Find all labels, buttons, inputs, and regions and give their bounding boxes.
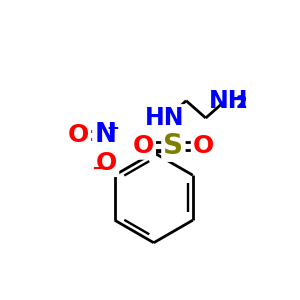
Text: O: O	[193, 134, 214, 158]
Text: NH: NH	[209, 89, 249, 113]
Text: N: N	[94, 122, 116, 148]
Text: +: +	[106, 121, 119, 136]
Text: 2: 2	[236, 94, 247, 112]
Text: O: O	[133, 134, 154, 158]
Text: −: −	[91, 160, 106, 178]
Text: O: O	[96, 151, 117, 175]
Text: O: O	[68, 123, 89, 147]
Text: HN: HN	[144, 106, 184, 130]
Text: S: S	[164, 132, 183, 160]
